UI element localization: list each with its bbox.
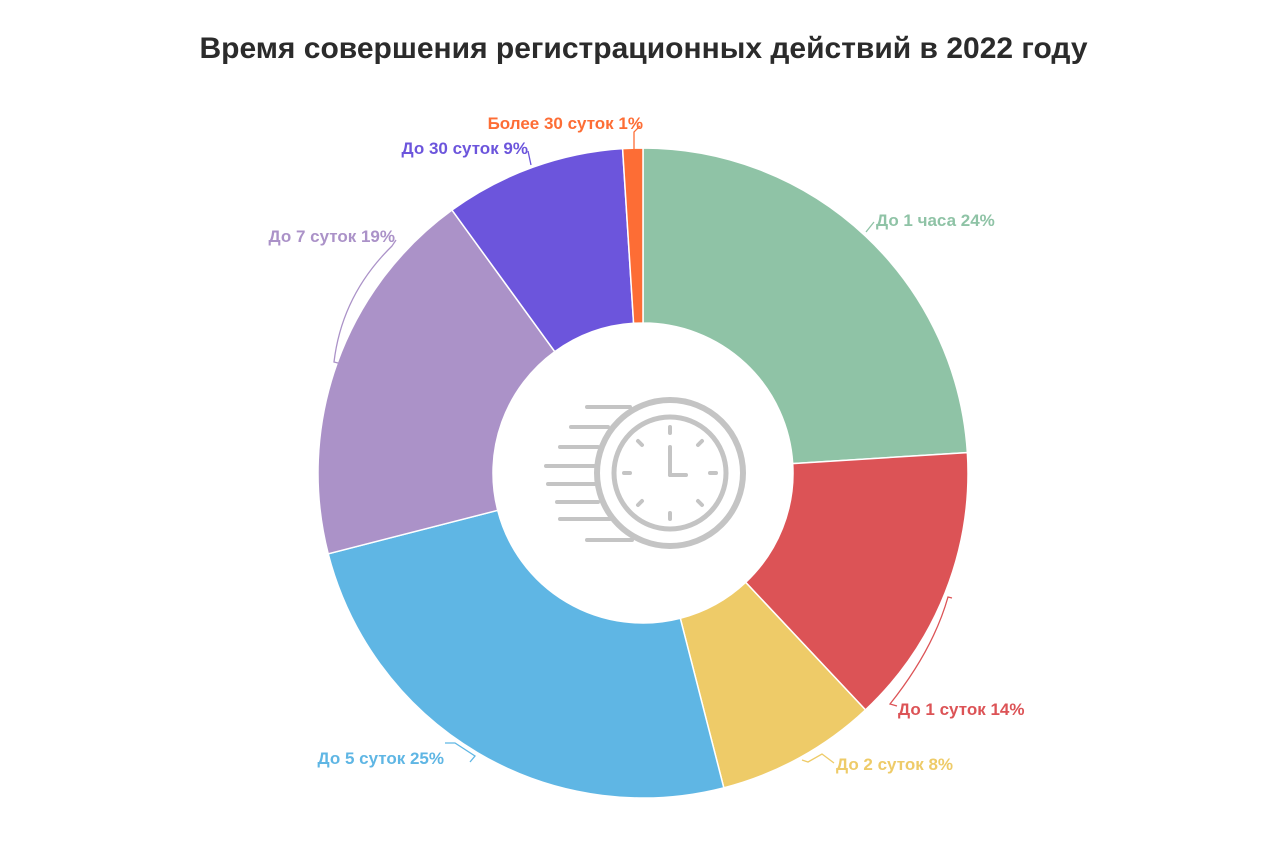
slice-4 [327, 509, 725, 799]
leader-line-2 [888, 596, 953, 707]
leader-line-1 [865, 221, 875, 233]
slice-label-4: До 5 суток 25% [318, 749, 444, 768]
leader-line-4 [445, 742, 476, 763]
slice-5 [317, 209, 556, 555]
leader-line-6 [527, 150, 532, 166]
leader-line-7 [633, 125, 641, 150]
leader-line-5 [333, 239, 397, 364]
leader-line-3 [801, 753, 835, 764]
slice-label-6: До 30 суток 9% [402, 139, 528, 158]
leader-lines-group [333, 125, 953, 764]
labels-group: До 1 часа 24% До 1 суток 14% До 2 суток 8%… [269, 114, 1025, 774]
slice-label-7: Более 30 суток 1% [488, 114, 643, 133]
chart-title: Время совершения регистрационных действи… [199, 32, 1088, 65]
slices-group [317, 147, 969, 799]
slice-label-1: До 1 часа 24% [876, 211, 995, 230]
slice-label-5: До 7 суток 19% [269, 227, 395, 246]
slice-2 [744, 451, 969, 711]
slice-7 [621, 147, 644, 325]
slice-1 [642, 147, 969, 465]
slice-label-2: До 1 суток 14% [898, 700, 1024, 719]
slice-label-3: До 2 суток 8% [836, 755, 953, 774]
stopwatch-icon [544, 397, 746, 549]
